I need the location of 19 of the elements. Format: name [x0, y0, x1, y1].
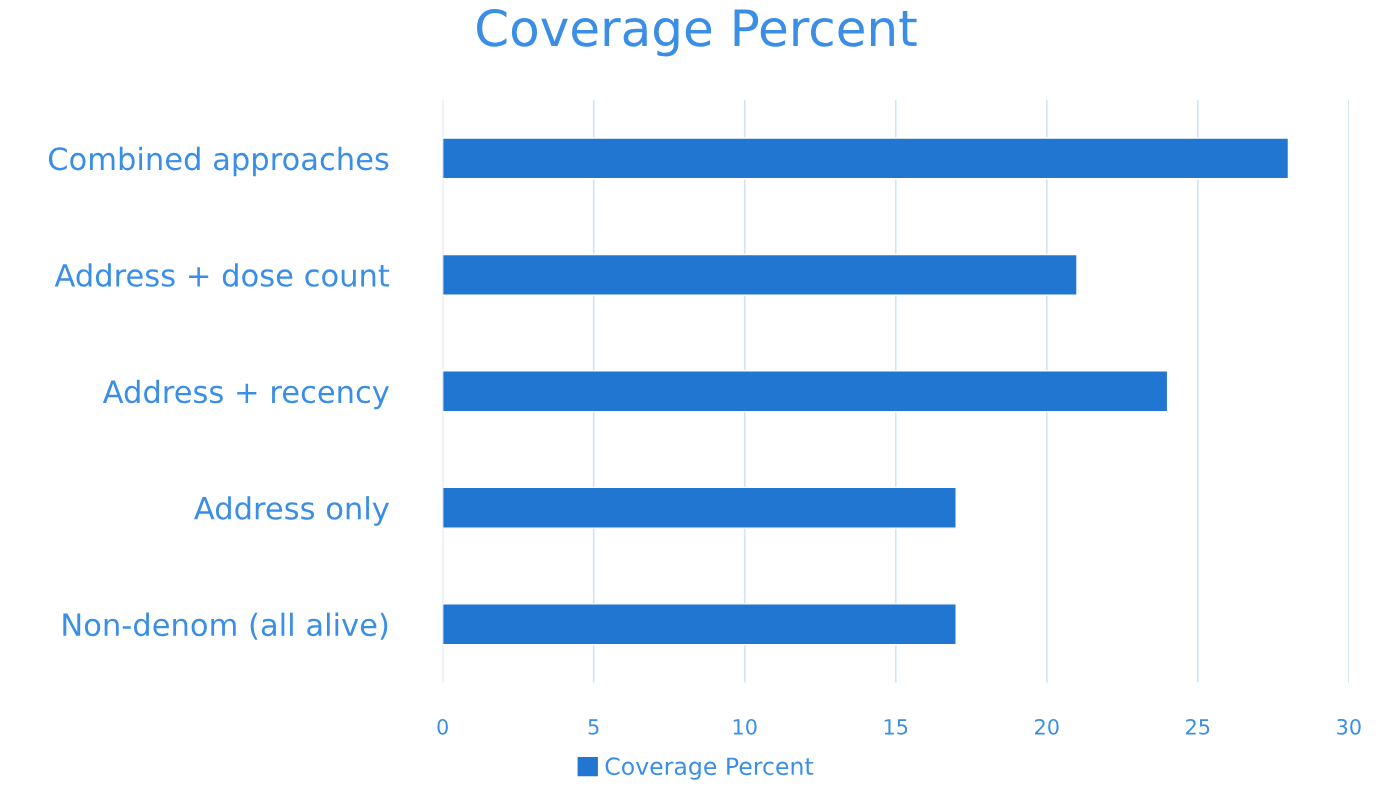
x-tick-label: 20 — [1035, 718, 1059, 735]
bar — [442, 137, 1290, 180]
chart-title: Coverage Percent — [477, 8, 917, 57]
y-tick-label: Address + dose count — [54, 263, 390, 287]
x-tick-label: 30 — [1337, 718, 1361, 735]
y-tick-label: Address only — [194, 496, 389, 526]
y-tick-label: Combined approaches — [48, 146, 389, 177]
bar — [442, 370, 1169, 413]
x-tick-label: 0 — [437, 718, 448, 735]
y-tick-label: Non-denom (all alive) — [63, 612, 388, 640]
x-tick-label: 15 — [884, 719, 908, 735]
legend-label: Coverage Percent — [605, 757, 814, 780]
y-tick-label: Address + recency — [102, 379, 389, 410]
bar — [442, 486, 957, 529]
x-tick-label: 25 — [1186, 718, 1210, 735]
x-tick-label: 10 — [733, 718, 757, 735]
bar — [442, 253, 1078, 296]
x-tick-label: 5 — [588, 719, 599, 735]
bar — [442, 603, 957, 646]
